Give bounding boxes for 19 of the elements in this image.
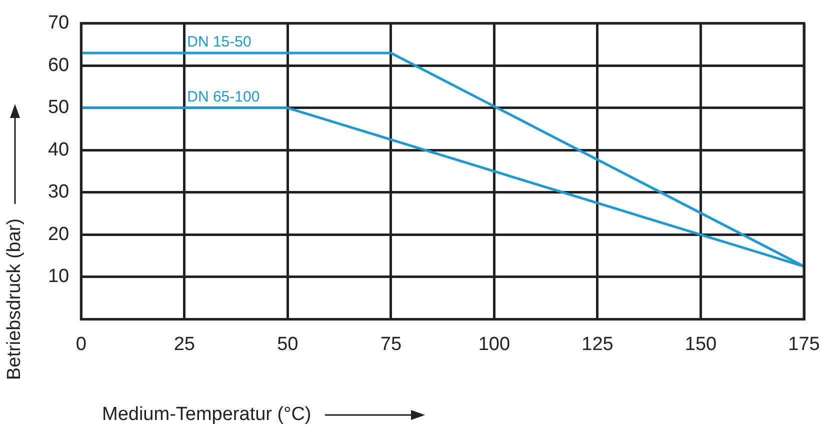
series-label: DN 15-50	[187, 34, 252, 51]
x-tick-label: 175	[788, 334, 820, 355]
y-tick-label: 40	[48, 139, 70, 160]
x-tick-label: 25	[174, 334, 195, 355]
x-tick-label: 150	[684, 334, 717, 355]
y-tick-label: 70	[48, 12, 70, 34]
y-tick-label: 30	[48, 182, 70, 203]
series-label: DN 65-100	[187, 88, 260, 106]
x-axis-title: Medium-Temperatur (°C)	[102, 404, 312, 426]
x-tick-label: 50	[277, 334, 298, 355]
y-axis-title: Betriebsdruck (bar)	[4, 218, 26, 380]
y-tick-label: 50	[48, 97, 70, 118]
x-tick-label: 0	[76, 334, 86, 355]
y-tick-label: 20	[48, 224, 70, 245]
y-tick-label: 10	[48, 266, 70, 288]
x-tick-label: 125	[582, 334, 614, 355]
y-tick-label: 60	[48, 54, 70, 76]
x-tick-label: 75	[380, 334, 402, 355]
x-tick-label: 100	[478, 334, 510, 355]
